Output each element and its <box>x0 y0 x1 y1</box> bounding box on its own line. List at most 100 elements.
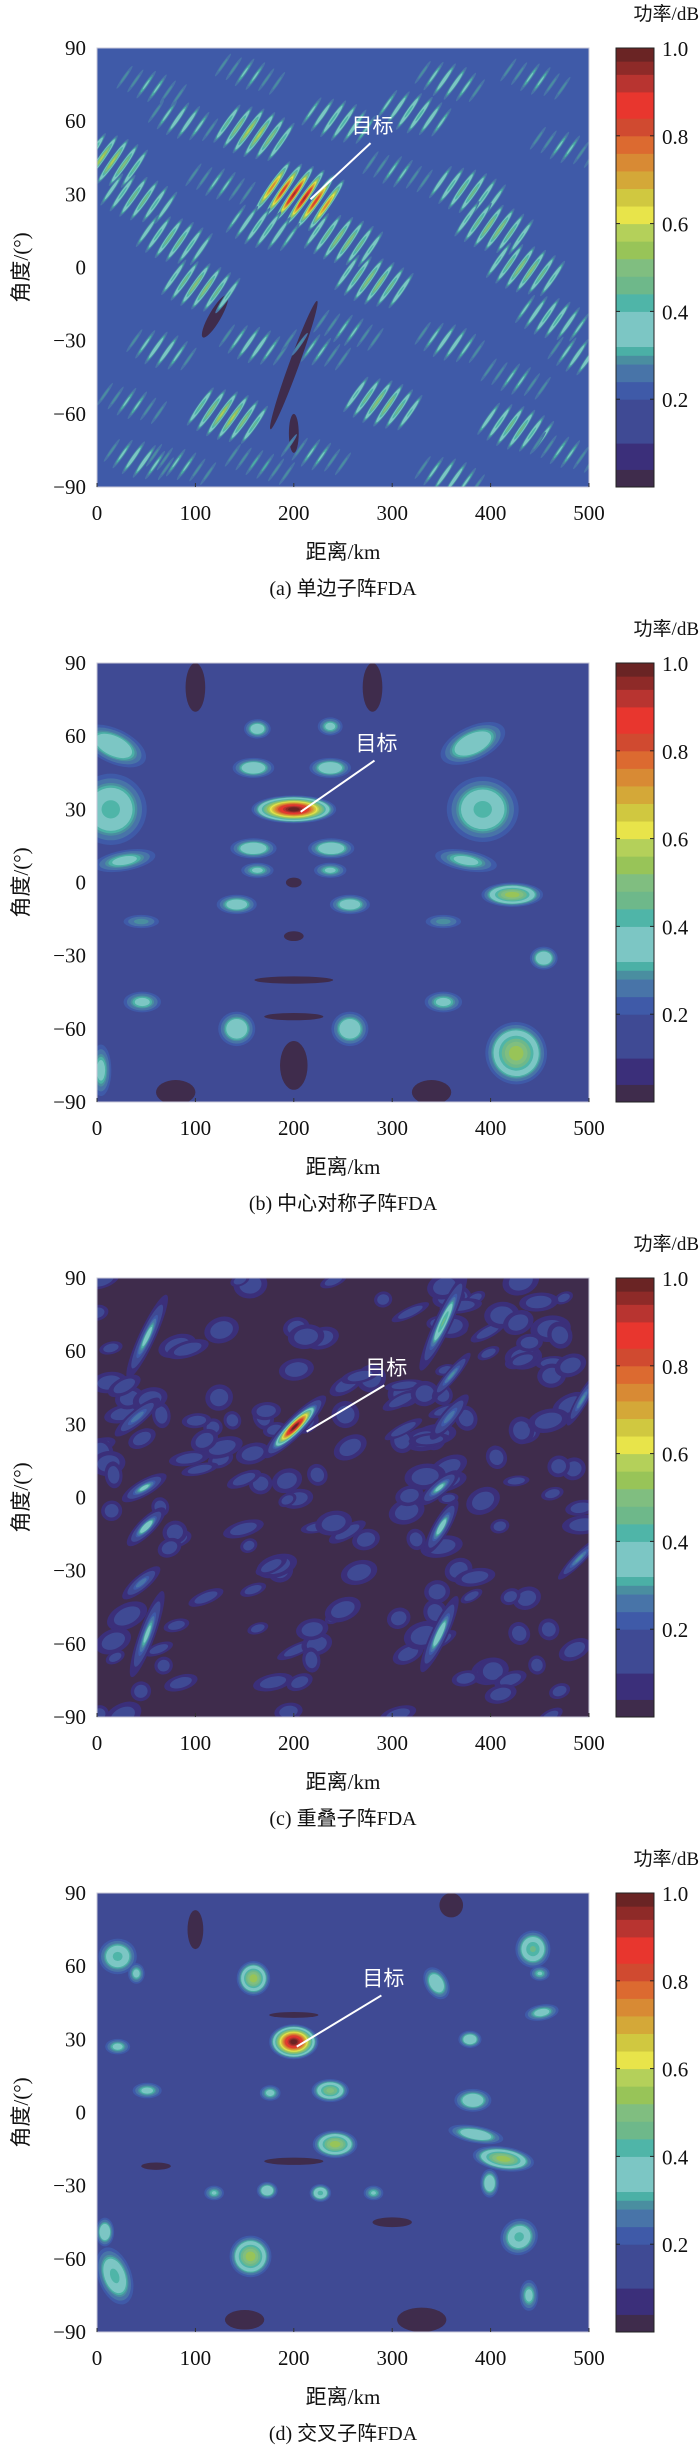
stripe-lobe <box>160 452 170 466</box>
stripe-lobe <box>429 70 438 82</box>
colorbar-band <box>616 873 654 892</box>
sidelobe-texture <box>386 1708 410 1717</box>
peak-lobe <box>535 951 552 965</box>
colorbar-band <box>616 311 654 348</box>
stripe-lobe <box>194 239 209 259</box>
x-tick-label: 200 <box>278 2346 310 2370</box>
stripe-lobe <box>284 439 294 452</box>
stripe-lobe <box>281 188 285 194</box>
stripe-lobe <box>170 273 177 282</box>
colorbar-band <box>616 1488 654 1507</box>
peak-lobe <box>266 2089 275 2097</box>
y-tick-label: 60 <box>65 109 86 133</box>
stripe-lobe <box>592 353 606 371</box>
peak-lobe <box>579 1395 585 1405</box>
y-tick-label: 90 <box>65 1266 86 1290</box>
annotation-label: 目标 <box>352 114 394 138</box>
stripe-lobe <box>387 403 390 407</box>
colorbar-band <box>616 2200 654 2210</box>
y-tick-label: 60 <box>65 1339 86 1363</box>
colorbar-tick-label: 0.4 <box>662 1530 689 1554</box>
peak-lobe <box>435 997 451 1007</box>
x-axis-label: 距离/km <box>306 1155 381 1179</box>
peak-lobe <box>249 1974 258 1983</box>
low-region <box>185 663 206 712</box>
peak-lobe <box>504 891 520 898</box>
stripe-lobe <box>131 165 137 173</box>
peak-lobe <box>441 1317 446 1327</box>
colorbar-band <box>616 663 654 677</box>
low-region <box>411 1080 452 1102</box>
x-tick-label: 400 <box>475 1731 507 1755</box>
peak-lobe <box>141 2087 154 2094</box>
x-tick-label: 200 <box>278 501 310 525</box>
colorbar-band <box>616 153 654 172</box>
sidelobe-texture <box>335 1524 360 1540</box>
y-axis-label: 角度/(°) <box>9 2077 33 2147</box>
sidelobe-texture <box>508 1278 533 1291</box>
colorbar-band <box>616 689 654 708</box>
stripe-lobe <box>263 223 273 236</box>
colorbar-band <box>616 1304 654 1323</box>
stripe-lobe <box>261 73 271 87</box>
low-region <box>264 1012 324 1021</box>
colorbar-band <box>616 1936 654 1964</box>
sidelobe-texture <box>276 1472 297 1489</box>
sidelobe-texture <box>347 1564 372 1581</box>
stripe-lobe <box>159 198 173 218</box>
stripe-lobe <box>195 120 204 132</box>
stripe-lobe <box>339 116 349 129</box>
sidelobe-texture <box>169 1676 192 1689</box>
stripe-lobe <box>170 108 185 129</box>
peak-lobe <box>324 867 336 873</box>
sidelobe-texture <box>109 1652 122 1662</box>
peak-lobe <box>112 2043 123 2050</box>
sidelobe-texture <box>531 1658 543 1672</box>
stripe-lobe <box>429 331 438 343</box>
sidelobe-texture <box>481 1348 496 1358</box>
sidelobe-texture <box>161 1541 178 1555</box>
y-tick-label: 30 <box>65 1412 86 1436</box>
stripe-lobe <box>239 212 254 233</box>
x-tick-label: 500 <box>573 2346 605 2370</box>
stripe-lobe <box>128 190 139 204</box>
colorbar-band <box>616 856 654 875</box>
stripe-lobe <box>316 314 326 328</box>
sidelobe-texture <box>301 1622 323 1637</box>
stripe-lobe <box>199 172 209 185</box>
stripe-lobe <box>186 239 195 252</box>
y-tick-label: 0 <box>76 1486 87 1510</box>
stripe-lobe <box>142 79 150 90</box>
stripe-lobe <box>336 236 340 240</box>
stripe-lobe <box>447 179 456 192</box>
colorbar-band <box>616 1980 654 1999</box>
stripe-lobe <box>205 286 208 290</box>
x-tick-label: 0 <box>92 2346 103 2370</box>
stripe-lobe <box>307 448 314 458</box>
stripe-lobe <box>388 165 396 175</box>
x-tick-label: 400 <box>475 501 507 525</box>
colorbar-band <box>616 821 654 840</box>
plot-frame <box>96 47 590 488</box>
stripe-lobe <box>164 231 174 245</box>
y-tick-label: 0 <box>76 2101 87 2125</box>
stripe-lobe <box>68 134 93 167</box>
heatmap <box>97 1278 589 1717</box>
sidelobe-texture <box>310 1467 325 1483</box>
colorbar-band <box>616 1453 654 1472</box>
colorbar-band <box>616 2086 654 2105</box>
colorbar-title: 功率/dB <box>634 618 699 640</box>
stripe-lobe <box>126 447 141 468</box>
x-tick-label: 300 <box>376 2346 408 2370</box>
peak-lobe <box>245 2251 256 2262</box>
colorbar-band <box>616 135 654 154</box>
stripe-lobe <box>406 408 413 417</box>
peak-lobe <box>109 2268 120 2284</box>
plot-frame <box>96 662 590 1103</box>
stripe-lobe <box>278 138 284 146</box>
sidelobe-texture <box>490 1687 512 1701</box>
sidelobe-texture <box>517 1590 537 1606</box>
stripe-lobe <box>99 154 105 161</box>
colorbar-band <box>616 1365 654 1384</box>
sidelobe-texture <box>149 1644 169 1654</box>
